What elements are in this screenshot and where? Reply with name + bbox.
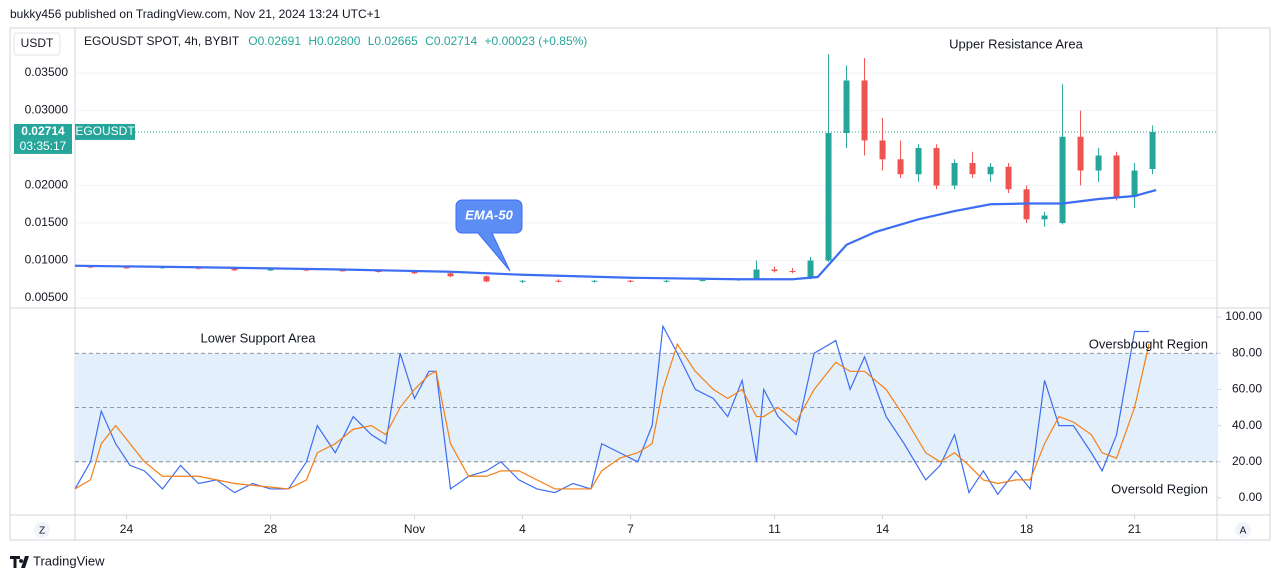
candle-body bbox=[555, 280, 562, 282]
x-tick-label: 24 bbox=[120, 522, 134, 536]
callout-label: EMA-50 bbox=[465, 207, 513, 222]
byline: bukky456 published on TradingView.com, N… bbox=[10, 7, 381, 21]
x-tick-label: 14 bbox=[876, 522, 890, 536]
candle-body bbox=[591, 280, 598, 282]
candle-body bbox=[807, 260, 814, 279]
quote-open: O0.02691 bbox=[248, 34, 301, 48]
candle-body bbox=[1131, 170, 1138, 197]
ticker: EGOUSDT bbox=[75, 124, 135, 138]
candle-body bbox=[447, 273, 454, 277]
candle-body bbox=[771, 269, 778, 272]
candle-body bbox=[1149, 131, 1156, 170]
ema-line bbox=[74, 188, 1157, 281]
candle-body bbox=[1077, 136, 1084, 171]
candle-body bbox=[789, 271, 796, 273]
y-tick-label: 0.03000 bbox=[25, 103, 69, 117]
quote-low: L0.02665 bbox=[368, 34, 418, 48]
candle-body bbox=[933, 148, 940, 186]
zoom-button-label: Z bbox=[39, 526, 45, 537]
x-tick-label: 21 bbox=[1128, 522, 1142, 536]
candle-body bbox=[753, 269, 760, 280]
candle-body bbox=[411, 271, 418, 274]
outer-frame bbox=[9, 27, 1271, 541]
symbol-legend: EGOUSDT SPOT, 4h, BYBIT O0.02691 H0.0280… bbox=[84, 34, 587, 48]
ticker-tag bbox=[75, 123, 135, 140]
brand: TradingView bbox=[33, 553, 105, 568]
candle-body bbox=[843, 80, 850, 134]
auto-button-label: A bbox=[1240, 526, 1247, 537]
annotation: Oversold Region bbox=[1111, 481, 1208, 496]
callout bbox=[455, 199, 523, 272]
candle-body bbox=[897, 159, 904, 175]
annotation: Lower Support Area bbox=[201, 330, 317, 345]
candle-body bbox=[1041, 215, 1048, 220]
candle-body bbox=[951, 163, 958, 186]
candle-body bbox=[123, 267, 130, 269]
symbol: EGOUSDT SPOT, 4h, BYBIT bbox=[84, 34, 240, 48]
currency-button[interactable] bbox=[13, 32, 61, 56]
auto-button[interactable] bbox=[1235, 522, 1251, 538]
x-tick-label: Nov bbox=[404, 522, 425, 536]
candle-body bbox=[231, 268, 238, 271]
candle-body bbox=[627, 280, 634, 282]
oscillator-pane: 0.00 20.00 40.00 60.00 80.00 100.00 24 28 Nov 4 7 1… bbox=[74, 309, 1263, 536]
x-tick-label: 18 bbox=[1020, 522, 1034, 536]
last-price-tag bbox=[14, 123, 72, 140]
y-tick-label: 40.00 bbox=[1232, 418, 1262, 432]
candle-body bbox=[861, 80, 868, 141]
quote-close: C0.02714 bbox=[425, 34, 477, 48]
price-pane: 0.00500 0.01000 0.01500 0.02000 0.03000 0.035… bbox=[14, 36, 1217, 304]
candle-body bbox=[987, 166, 994, 175]
annotation: Upper Resistance Area bbox=[949, 36, 1083, 51]
candle-body bbox=[483, 276, 490, 282]
candle-body bbox=[339, 270, 346, 272]
y-tick-label: 80.00 bbox=[1232, 345, 1262, 359]
x-tick-label: 28 bbox=[264, 522, 278, 536]
quote-high: H0.02800 bbox=[308, 34, 360, 48]
candle-body bbox=[519, 280, 526, 282]
brand-logo bbox=[10, 556, 29, 568]
countdown-tag bbox=[14, 139, 72, 154]
candle-body bbox=[375, 271, 382, 273]
candle-body bbox=[267, 269, 274, 271]
y-tick-label: 20.00 bbox=[1232, 454, 1262, 468]
countdown: 03:35:17 bbox=[20, 139, 67, 153]
y-tick-label: 0.01000 bbox=[25, 253, 69, 267]
oscillator-line bbox=[74, 342, 1150, 490]
candle-body bbox=[879, 140, 886, 160]
x-tick-label: 7 bbox=[627, 522, 634, 536]
y-tick-label: 0.02000 bbox=[25, 178, 69, 192]
candle-body bbox=[663, 280, 670, 282]
quote-change: +0.00023 (+0.85%) bbox=[485, 34, 588, 48]
y-tick-label: 100.00 bbox=[1225, 309, 1262, 323]
candle-body bbox=[969, 163, 976, 175]
zoom-button[interactable] bbox=[34, 522, 50, 538]
annotation: Oversbought Region bbox=[1089, 336, 1208, 351]
candle-body bbox=[1005, 166, 1012, 190]
candle-body bbox=[1113, 155, 1120, 197]
y-tick-label: 0.00500 bbox=[25, 290, 69, 304]
y-tick-label: 60.00 bbox=[1232, 382, 1262, 396]
candle-body bbox=[915, 148, 922, 175]
candle-body bbox=[1059, 136, 1066, 224]
x-tick-label: 11 bbox=[768, 522, 781, 536]
last-price-label: 0.02714 bbox=[21, 124, 65, 138]
y-tick-label: 0.03500 bbox=[25, 65, 69, 79]
x-tick-label: 4 bbox=[519, 522, 526, 536]
candle-body bbox=[825, 133, 832, 261]
candle-body bbox=[699, 280, 706, 282]
y-tick-label: 0.01500 bbox=[25, 215, 69, 229]
currency: USDT bbox=[21, 36, 54, 50]
y-tick-label: 0.00 bbox=[1239, 490, 1263, 504]
candle-body bbox=[1095, 155, 1102, 171]
